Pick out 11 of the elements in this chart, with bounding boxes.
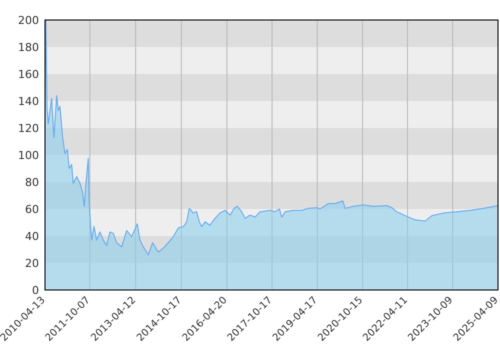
y-tick-label: 200 (18, 14, 39, 27)
y-tick-label: 100 (18, 148, 39, 162)
y-tick-label: 80 (25, 176, 39, 189)
y-tick-label: 60 (25, 202, 39, 216)
y-tick-label: 40 (25, 230, 39, 243)
y-tick-label: 160 (18, 68, 39, 81)
y-tick-label: 180 (18, 40, 39, 54)
y-tick-label: 120 (18, 122, 39, 135)
y-tick-label: 140 (18, 94, 39, 108)
y-tick-label: 0 (32, 284, 39, 297)
y-tick-label: 20 (25, 256, 39, 270)
